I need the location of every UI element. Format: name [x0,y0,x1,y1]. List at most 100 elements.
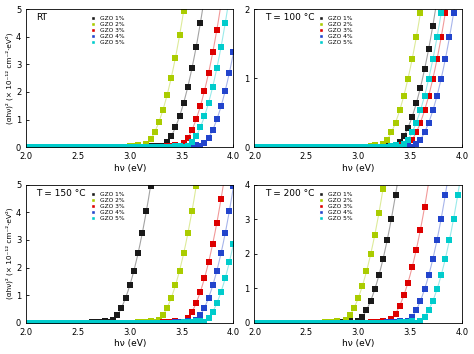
Point [105,320,113,326]
Point [392,319,399,325]
Point [213,0,221,5]
Point [317,320,325,326]
Point [213,116,221,122]
Point [325,320,333,326]
Point [31,320,38,326]
Point [267,144,275,150]
Point [280,320,287,326]
Point [334,144,341,150]
Point [412,175,420,181]
Point [84,320,92,326]
Point [114,144,121,150]
Point [93,320,100,326]
Point [76,144,84,150]
Point [462,175,470,181]
Point [417,10,424,16]
Point [429,57,437,62]
Point [22,144,30,150]
Point [230,183,237,189]
Point [201,113,208,119]
Point [375,273,383,278]
Point [151,129,158,135]
Point [234,175,241,181]
Point [338,320,346,326]
Point [400,143,408,149]
Point [433,175,441,181]
Point [408,114,416,120]
Point [367,144,374,150]
Point [321,144,329,150]
Point [412,175,420,181]
Point [31,320,38,326]
Point [35,320,42,326]
Point [350,320,358,326]
Point [176,144,183,149]
Point [35,320,42,326]
Point [305,320,312,326]
Point [180,100,188,105]
Point [458,175,465,181]
Point [296,144,304,150]
Point [292,144,300,150]
Point [197,0,204,5]
Point [371,286,379,292]
Point [105,144,113,150]
Point [454,175,462,181]
Point [263,320,271,326]
Point [450,0,457,5]
Point [358,320,366,326]
Point [205,0,212,5]
Point [72,144,80,150]
Point [429,175,437,181]
Point [272,320,279,326]
Point [251,320,258,326]
Point [68,320,75,326]
Point [433,175,441,181]
X-axis label: hν (eV): hν (eV) [114,339,146,348]
Point [375,320,383,326]
Point [458,0,465,5]
Point [184,175,191,181]
Point [81,144,88,150]
Point [267,144,275,150]
Point [201,175,208,181]
Point [184,318,191,324]
Point [325,144,333,150]
Point [114,144,121,150]
Point [188,208,196,214]
Point [292,144,300,150]
Point [379,143,387,149]
Point [39,320,46,326]
Point [301,320,308,326]
Point [458,0,465,5]
Point [221,175,229,181]
Point [280,144,287,150]
Point [72,144,80,150]
Point [334,144,341,150]
Point [367,320,374,325]
Point [392,143,399,149]
Point [433,0,441,5]
Point [209,50,217,55]
Point [458,0,465,5]
Point [379,186,387,192]
Point [68,320,75,326]
Point [267,144,275,150]
Point [64,144,72,150]
Point [97,144,105,150]
Point [288,144,296,150]
Point [408,137,416,142]
Point [47,320,55,326]
Point [72,320,80,326]
Point [454,175,462,181]
Point [138,320,146,326]
Point [321,144,329,150]
Point [217,289,225,295]
Point [272,144,279,150]
Point [68,320,75,326]
Point [251,320,258,326]
Point [309,320,316,326]
Point [230,0,237,5]
Point [412,247,420,253]
Point [105,320,113,326]
